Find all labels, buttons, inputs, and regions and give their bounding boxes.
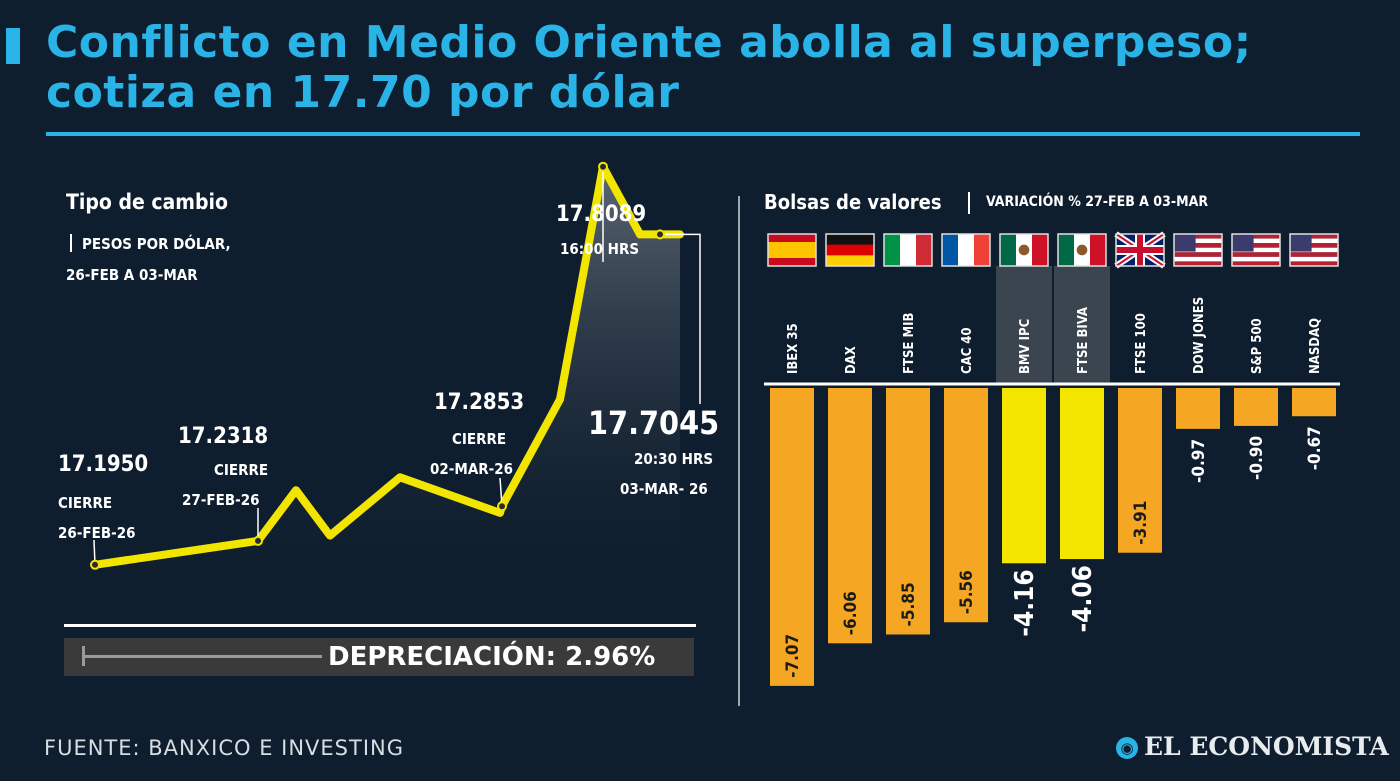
value-label-3: -5.85 — [899, 582, 919, 626]
annotation-note-5a: 20:30 HRS — [634, 450, 714, 468]
bar-10 — [1292, 388, 1336, 417]
stocks-chart-subtitle: VARIACIÓN % 27-FEB A 03-MAR — [986, 194, 1209, 210]
mexico-flag-icon-6 — [1057, 233, 1107, 267]
usa-flag-icon-8 — [1173, 233, 1223, 267]
value-label-4: -5.56 — [957, 570, 977, 614]
fx-area-fill — [95, 166, 680, 600]
brand-name: EL ECONOMISTA — [1144, 732, 1389, 761]
fx-point-4 — [598, 161, 608, 172]
annotation-note-2a: CIERRE — [214, 461, 269, 479]
category-label-2: DAX — [844, 346, 859, 374]
bar-5 — [1002, 388, 1046, 564]
value-label-10: -0.67 — [1305, 426, 1325, 470]
annotation-note-1b: 26-FEB-26 — [58, 524, 136, 542]
category-label-5: BMV IPC — [1018, 319, 1033, 374]
category-label-1: IBEX 35 — [786, 323, 801, 374]
fx-chart-subtitle-2: 26-FEB A 03-MAR — [66, 266, 198, 284]
germany-flag-icon-2 — [825, 233, 875, 267]
uk-flag-icon-7 — [1114, 231, 1166, 269]
usa-flag-icon-9 — [1231, 233, 1281, 267]
value-label-2: -6.06 — [841, 591, 861, 635]
source-note: FUENTE: BANXICO E INVESTING — [44, 736, 405, 760]
fx-point-5 — [655, 229, 665, 240]
value-label-1: -7.07 — [783, 634, 803, 678]
value-label-6: -4.06 — [1068, 565, 1098, 632]
spain-flag-icon-1 — [767, 233, 817, 267]
title-line-1: Conflicto en Medio Oriente abolla al sup… — [46, 17, 1252, 68]
usa-flag-icon-10 — [1289, 233, 1339, 267]
italy-flag-icon-3 — [883, 233, 933, 267]
page-title: Conflicto en Medio Oriente abolla al sup… — [46, 18, 1252, 118]
annotation-value-4: 17.8089 — [556, 202, 647, 227]
value-label-5: -4.16 — [1010, 569, 1040, 636]
separator — [70, 234, 72, 252]
category-label-10: NASDAQ — [1308, 318, 1323, 374]
fx-chart-subtitle-1: PESOS POR DÓLAR, — [70, 234, 231, 253]
fx-points — [90, 161, 665, 570]
fx-unit-label: PESOS POR DÓLAR, — [82, 235, 231, 253]
annotation-note-5b: 03-MAR- 26 — [620, 480, 708, 498]
annotation-note-3b: 02-MAR-26 — [430, 460, 514, 478]
france-flag-icon-4 — [941, 233, 991, 267]
highlight-band-6 — [1054, 266, 1110, 384]
value-label-8: -0.97 — [1189, 439, 1209, 483]
separator — [968, 192, 970, 214]
bar-3 — [886, 388, 930, 635]
stocks-chart-title: Bolsas de valores — [764, 190, 942, 214]
value-label-7: -3.91 — [1131, 501, 1151, 545]
title-rule — [46, 132, 1360, 136]
annotation-note-4a: 16:00 HRS — [560, 240, 640, 258]
bar-7 — [1118, 388, 1162, 553]
annotation-note-3a: CIERRE — [452, 430, 507, 448]
annotation-value-3: 17.2853 — [434, 390, 525, 415]
fx-connector-5 — [660, 233, 701, 404]
mexico-flag-icon-5 — [999, 233, 1049, 267]
depreciation-bar-line — [82, 655, 322, 658]
bar-6 — [1060, 388, 1104, 560]
depreciation-rule — [64, 624, 696, 627]
category-label-7: FTSE 100 — [1134, 313, 1149, 374]
annotation-note-1a: CIERRE — [58, 494, 113, 512]
bar-9 — [1234, 388, 1278, 426]
annotation-note-2b: 27-FEB-26 — [182, 491, 260, 509]
fx-connectors — [93, 166, 701, 565]
category-label-9: S&P 500 — [1250, 318, 1265, 374]
fx-point-1 — [90, 559, 100, 570]
title-line-2: cotiza en 17.70 por dólar — [46, 67, 680, 118]
bar-8 — [1176, 388, 1220, 429]
bar-1 — [770, 388, 814, 686]
annotation-value-1: 17.1950 — [58, 452, 149, 477]
title-accent-bar — [6, 28, 20, 64]
annotation-value-5: 17.7045 — [588, 404, 720, 442]
fx-chart-title: Tipo de cambio — [66, 190, 228, 214]
category-label-3: FTSE MIB — [902, 313, 917, 374]
value-label-9: -0.90 — [1247, 436, 1267, 480]
brand-logo: ◉ EL ECONOMISTA — [1116, 732, 1389, 761]
category-label-4: CAC 40 — [960, 327, 975, 374]
globe-icon: ◉ — [1116, 737, 1138, 759]
bar-4 — [944, 388, 988, 623]
panel-divider — [738, 196, 740, 706]
fx-point-3 — [497, 501, 507, 512]
annotation-value-2: 17.2318 — [178, 424, 269, 449]
category-label-8: DOW JONES — [1192, 297, 1207, 374]
depreciation-label: DEPRECIACIÓN: 2.96% — [328, 642, 656, 672]
category-label-6: FTSE BIVA — [1076, 307, 1091, 374]
highlight-band-5 — [996, 266, 1052, 384]
bar-2 — [828, 388, 872, 644]
fx-point-2 — [253, 535, 263, 546]
